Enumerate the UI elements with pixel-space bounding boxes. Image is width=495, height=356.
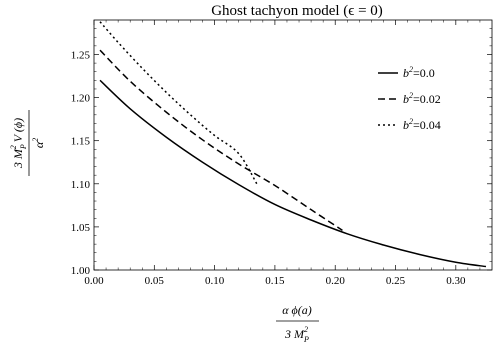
y-label-numerator: 3 MP2 V (ϕ) <box>9 118 28 169</box>
y-label-numerator-sub: P <box>19 144 28 150</box>
x-label-denominator-sub: P <box>303 335 309 344</box>
series-line-0 <box>99 79 487 268</box>
x-tick-label: 0.10 <box>205 275 225 287</box>
y-label-numerator-base: 3 M <box>11 148 25 169</box>
legend-label-base: b <box>403 118 409 132</box>
chart-title: Ghost tachyon model (ϵ = 0) <box>211 3 383 19</box>
legend-label-base: b <box>403 92 409 106</box>
y-tick-label: 1.20 <box>71 93 91 105</box>
legend-label-sup: 2 <box>409 91 413 100</box>
y-tick-label: 1.10 <box>71 179 91 191</box>
series-line-2 <box>99 21 258 185</box>
x-label-denominator-base: 3 M <box>284 327 305 341</box>
y-tick-label: 1.00 <box>71 265 91 277</box>
y-tick-label: 1.15 <box>71 136 91 148</box>
y-axis-label: 3 MP2 V (ϕ) α2 <box>9 110 46 176</box>
plot-frame <box>93 19 493 271</box>
y-tick-label: 1.05 <box>71 222 91 234</box>
x-tick-label: 0.20 <box>326 275 346 287</box>
y-label-numerator-sup: 2 <box>9 145 18 149</box>
legend-label-sup: 2 <box>409 65 413 74</box>
x-label-denominator: 3 MP2 <box>284 325 309 344</box>
legend-label: b2=0.0 <box>403 65 435 80</box>
x-axis: 0.00 0.05 0.10 0.15 0.20 0.25 0.30 <box>84 20 481 287</box>
y-tick-label: 1.25 <box>71 49 91 61</box>
x-tick-label: 0.00 <box>84 275 104 287</box>
y-label-denominator-sup: 2 <box>31 138 40 142</box>
legend-label: b2=0.04 <box>403 117 441 132</box>
series-layer <box>99 21 487 268</box>
legend-label-sup: 2 <box>409 117 413 126</box>
x-tick-label: 0.15 <box>265 275 285 287</box>
x-axis-label: α ϕ(a) 3 MP2 <box>276 303 319 344</box>
x-tick-label: 0.30 <box>446 275 466 287</box>
legend-label-value: =0.0 <box>413 66 435 80</box>
x-label-numerator: α ϕ(a) <box>282 303 312 317</box>
legend-label-value: =0.04 <box>413 118 441 132</box>
legend-label-value: =0.02 <box>413 92 441 106</box>
x-tick-label: 0.25 <box>386 275 406 287</box>
y-label-numerator-rest: V (ϕ) <box>11 118 25 145</box>
series-line-1 <box>99 49 343 231</box>
x-tick-label: 0.05 <box>145 275 165 287</box>
x-label-denominator-sup: 2 <box>304 325 308 334</box>
y-label-denominator: α2 <box>31 138 46 148</box>
y-label-denominator-base: α <box>32 141 46 148</box>
y-axis: 1.00 1.05 1.10 1.15 1.20 1.25 <box>71 28 492 277</box>
legend-label: b2=0.02 <box>403 91 441 106</box>
legend-label-base: b <box>403 66 409 80</box>
